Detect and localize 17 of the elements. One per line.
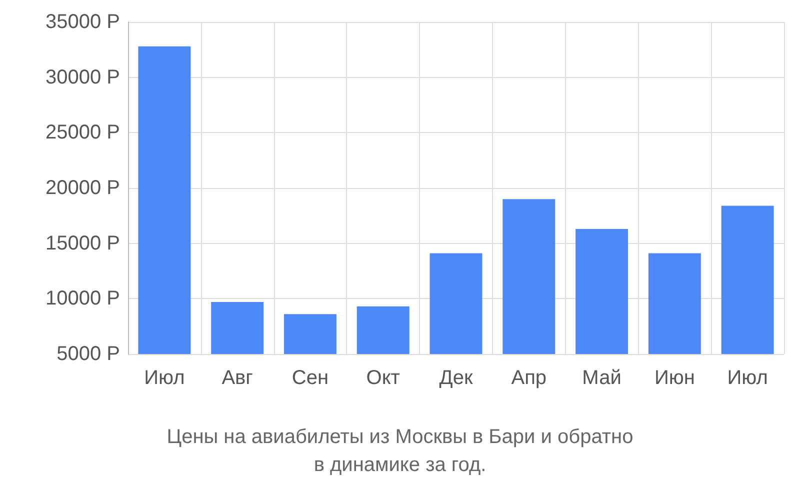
- y-tick-label: 5000 Р: [56, 343, 120, 365]
- x-tick-label: Июл: [727, 367, 768, 389]
- y-tick-label: 35000 Р: [45, 11, 120, 33]
- x-tick-label: Дек: [439, 367, 473, 389]
- y-tick-label: 30000 Р: [45, 66, 120, 88]
- x-tick-label: Апр: [511, 367, 547, 389]
- y-tick-label: 10000 Р: [45, 288, 120, 310]
- text: Цены на авиабилеты из Москвы в Бари и обратно в динамике за год.: [166, 426, 634, 476]
- x-tick-label: Июн: [654, 367, 695, 389]
- y-tick-label: 20000 Р: [45, 177, 120, 199]
- x-tick-label: Окт: [366, 367, 400, 389]
- y-tick-label: 25000 Р: [45, 122, 120, 144]
- y-tick-label: 15000 Р: [45, 232, 120, 254]
- x-tick-label: Май: [582, 367, 622, 389]
- x-tick-label: Сен: [292, 367, 329, 389]
- x-tick-label: Июл: [144, 367, 185, 389]
- x-tick-label: Авг: [222, 367, 253, 389]
